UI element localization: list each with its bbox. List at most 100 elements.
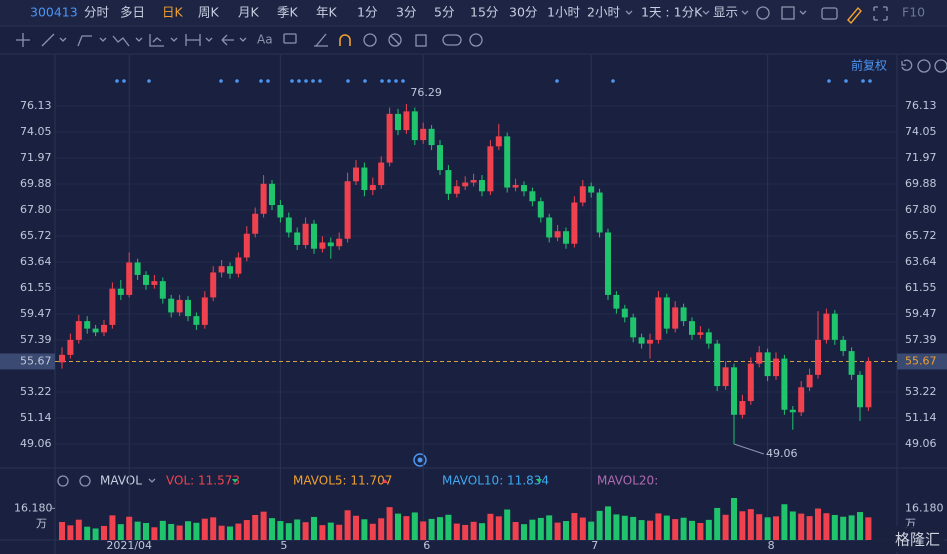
volume-bar — [579, 517, 586, 540]
y-tick-label: 57.39 — [20, 333, 52, 346]
volume-bar — [495, 516, 502, 540]
period-tab[interactable]: 30分 — [509, 5, 537, 20]
ruler-tool[interactable] — [314, 33, 328, 47]
period-tab[interactable]: 3分 — [396, 5, 416, 20]
candle-body — [84, 321, 91, 329]
dropdown-arrow — [799, 10, 807, 15]
period-tab[interactable]: 月K — [238, 5, 260, 20]
volume-bar — [613, 514, 620, 540]
candle-body — [571, 202, 578, 244]
tool-settings[interactable] — [469, 33, 483, 47]
volume-bar — [747, 509, 754, 540]
candle-body — [353, 167, 359, 182]
text-tool[interactable]: Aa — [257, 33, 273, 47]
arrow-tool[interactable] — [221, 34, 247, 46]
volume-bar — [75, 519, 82, 540]
candle-body — [101, 324, 107, 333]
period-tab[interactable]: 日K — [162, 5, 184, 20]
range-tool[interactable] — [185, 34, 213, 46]
y-tick-label: 71.97 — [905, 151, 937, 164]
crosshair-tool[interactable] — [16, 33, 30, 47]
channel-tool[interactable] — [77, 35, 107, 47]
scroll-handle[interactable] — [413, 453, 427, 467]
period-tab[interactable]: 2小时 — [587, 5, 620, 20]
volume-bar — [848, 515, 855, 540]
candle-body — [831, 313, 838, 340]
wave-tool[interactable] — [112, 35, 143, 47]
volume-bar — [655, 513, 662, 540]
volume-bar — [773, 516, 779, 540]
period-tab[interactable]: 季K — [277, 5, 299, 20]
event-dot — [868, 79, 872, 83]
volume-bar — [479, 523, 485, 540]
link-tool[interactable] — [442, 34, 462, 46]
candle-body — [428, 128, 435, 146]
period-tab[interactable]: 多日 — [120, 5, 145, 20]
period-tab[interactable]: 分时 — [84, 5, 110, 20]
event-dot — [266, 79, 270, 83]
delete-tool[interactable] — [415, 34, 427, 47]
candle-body — [781, 358, 788, 410]
range-select[interactable]: 1天 : 1分K — [641, 5, 703, 20]
event-dot — [861, 79, 865, 83]
volume-bar — [143, 522, 149, 540]
candle-body — [487, 146, 494, 192]
f10-button[interactable]: F10 — [902, 5, 925, 20]
volume-bar — [67, 525, 74, 540]
candle-body — [537, 201, 544, 218]
line-tool[interactable] — [41, 33, 67, 47]
lock-tool[interactable] — [363, 33, 377, 47]
display-select[interactable]: 显示 — [713, 5, 738, 20]
dropdown-arrow — [702, 10, 710, 15]
reset-icon[interactable] — [901, 59, 913, 71]
indicator-settings[interactable] — [57, 475, 69, 487]
down-arrow — [536, 479, 542, 483]
toolbar-bg — [0, 0, 947, 26]
candle-body — [143, 274, 149, 285]
hide-slash — [390, 35, 400, 45]
candle-body — [613, 294, 620, 309]
indicator-close[interactable] — [79, 475, 91, 487]
volume-bar — [831, 514, 838, 540]
fullscreen-icon[interactable] — [873, 6, 888, 21]
volume-bar — [571, 513, 578, 540]
volume-bar — [176, 525, 183, 540]
period-tab[interactable]: 年K — [316, 5, 338, 20]
period-tab[interactable]: 1分 — [357, 5, 377, 20]
volume-bar — [59, 522, 65, 540]
volume-bar — [697, 522, 704, 540]
volume-bar — [806, 516, 813, 540]
candle-body — [521, 185, 527, 192]
pen-icon[interactable] — [847, 6, 862, 25]
volume-bar — [277, 521, 284, 540]
event-dot — [147, 79, 151, 83]
indicator-name[interactable]: MAVOL — [100, 474, 142, 488]
volume-unit: 万 — [905, 517, 916, 530]
checkbox-icon[interactable] — [781, 6, 795, 20]
zoom-out-icon[interactable] — [917, 59, 931, 73]
hide-tool[interactable] — [388, 33, 402, 47]
candle-body — [294, 232, 301, 245]
camera-icon[interactable] — [821, 7, 838, 20]
zoom-in-icon[interactable] — [934, 59, 947, 73]
period-tab[interactable]: 1小时 — [547, 5, 580, 20]
measure-tool[interactable] — [149, 34, 178, 47]
note-tool[interactable] — [283, 33, 297, 44]
period-tab[interactable]: 5分 — [434, 5, 454, 20]
volume-bar — [647, 520, 653, 540]
adjust-mode[interactable]: 前复权 — [851, 58, 887, 73]
volume-bar — [705, 519, 712, 540]
settings-icon[interactable] — [756, 6, 770, 20]
volume-bar — [521, 524, 527, 540]
period-tab[interactable]: 15分 — [470, 5, 498, 20]
watermark-bg — [868, 526, 944, 552]
y-tick-label: 74.05 — [905, 125, 937, 138]
candle-body — [437, 145, 443, 171]
volume-bar — [731, 497, 737, 540]
y-tick-label: 76.13 — [20, 99, 52, 112]
stock-code[interactable]: 300413 — [30, 5, 78, 20]
y-tick-label: 69.88 — [905, 177, 937, 190]
magnet-tool[interactable] — [339, 34, 351, 46]
period-tab[interactable]: 周K — [198, 5, 220, 20]
candle-body — [126, 262, 133, 295]
